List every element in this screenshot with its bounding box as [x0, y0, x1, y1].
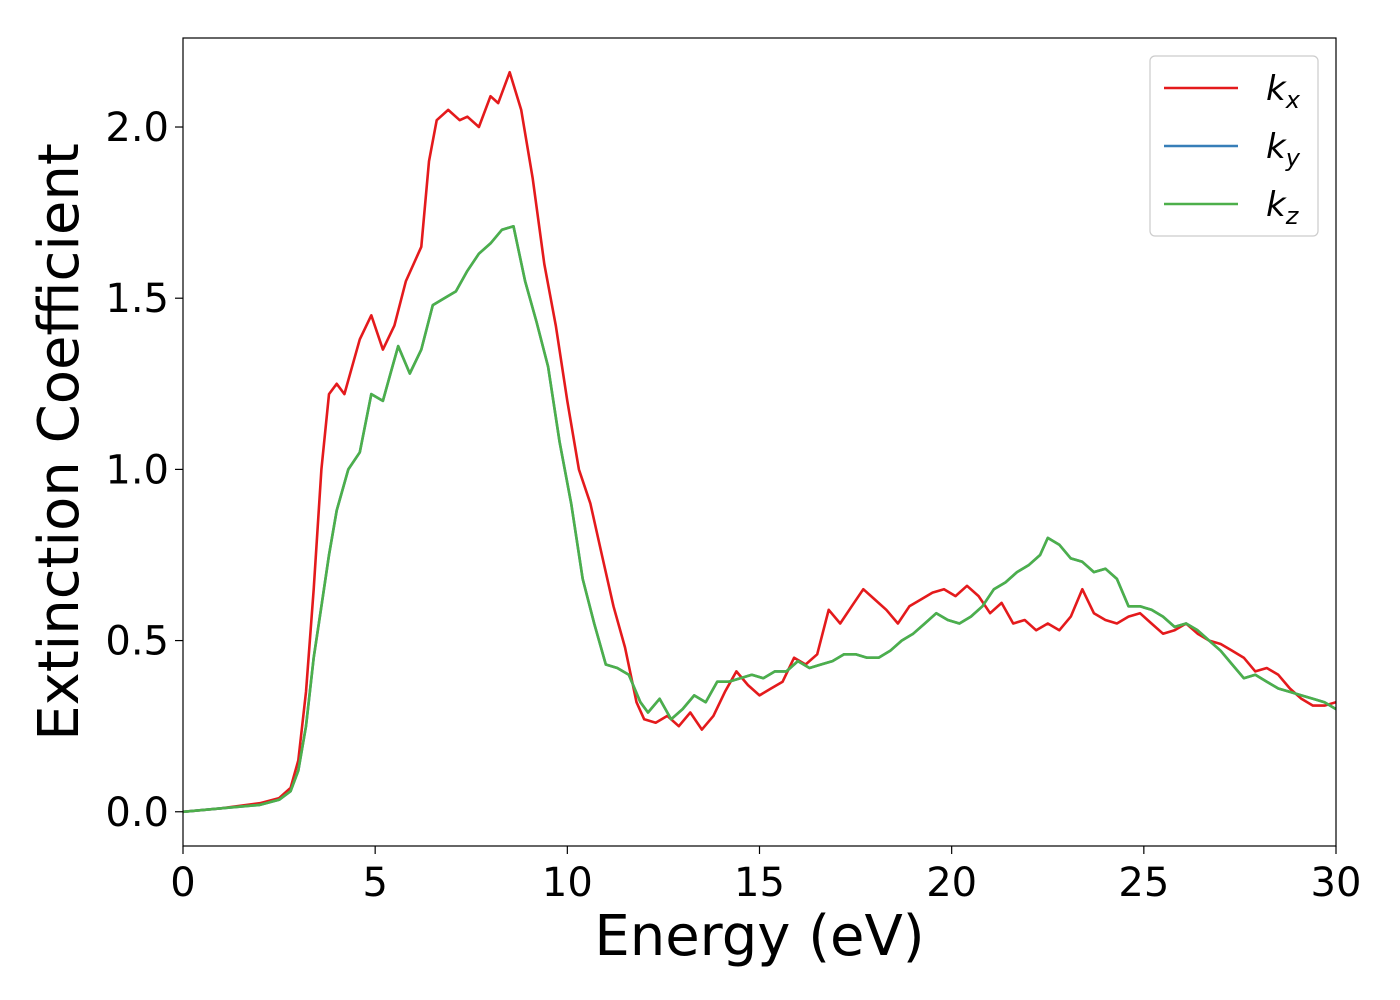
x-axis-title: Energy (eV): [594, 904, 924, 969]
legend-label-ky: ky: [1266, 127, 1301, 172]
series-line-kz: [183, 225, 1336, 814]
x-tick-label: 5: [362, 860, 387, 906]
legend-label-symbol: k: [1266, 127, 1287, 167]
y-axis-title: Extinction Coefficient: [27, 143, 92, 741]
y-tick-label: 1.5: [105, 276, 169, 322]
x-tick-label: 20: [926, 860, 977, 906]
y-axis-ticks: 0.0 0.5 1.0 1.5 2.0: [105, 105, 183, 836]
x-tick-label: 0: [170, 860, 195, 906]
x-tick-label: 25: [1118, 860, 1169, 906]
legend-label-kz: kz: [1266, 185, 1300, 230]
legend-label-subscript: y: [1285, 144, 1301, 172]
y-tick-label: 1.0: [105, 447, 169, 493]
x-tick-label: 10: [542, 860, 593, 906]
x-tick-label: 30: [1311, 860, 1362, 906]
x-tick-label: 15: [734, 860, 785, 906]
series-line-kx: [183, 70, 1336, 814]
legend-label-symbol: k: [1266, 185, 1287, 225]
y-tick-label: 0.5: [105, 619, 169, 665]
x-axis-ticks: 0 5 10 15 20 25 30: [170, 846, 1361, 906]
legend-label-subscript: x: [1285, 86, 1301, 114]
legend-label-kx: kx: [1266, 69, 1301, 114]
y-tick-label: 2.0: [105, 105, 169, 151]
legend-label-symbol: k: [1266, 69, 1287, 109]
series-layer: [183, 70, 1336, 814]
y-tick-label: 0.0: [105, 790, 169, 836]
legend-label-subscript: z: [1285, 202, 1300, 230]
